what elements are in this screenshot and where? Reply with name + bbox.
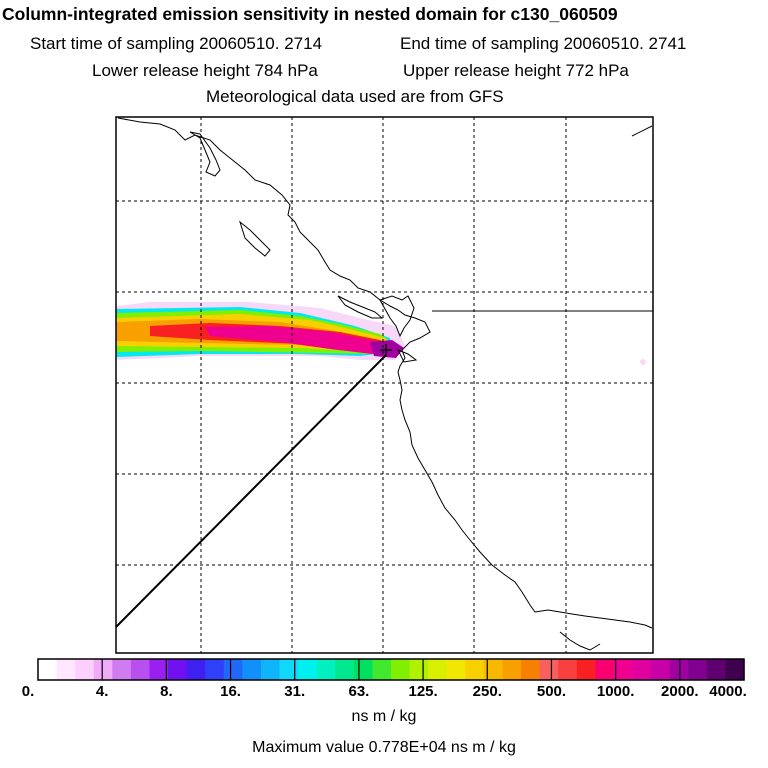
- max-value-text: Maximum value 0.778E+04 ns m / kg: [252, 739, 516, 756]
- colorbar-cell-14: [298, 659, 318, 680]
- colorbar-label-11: 4000.: [709, 683, 747, 700]
- colorbar-cell-9: [205, 659, 225, 680]
- lower-release-text: Lower release height 784 hPa: [92, 61, 318, 80]
- colorbar-label-7: 250.: [472, 683, 502, 700]
- colorbar-cell-32: [632, 659, 652, 680]
- colorbar-frame: [37, 658, 745, 681]
- colorbar-cell-4: [112, 659, 132, 680]
- colorbar-cell-15: [316, 659, 336, 680]
- upper-release-text: Upper release height 772 hPa: [403, 61, 629, 80]
- colorbar-cell-0: [38, 659, 58, 680]
- colorbar-cell-16: [335, 659, 355, 680]
- plume-magenta: [205, 326, 398, 354]
- colorbar-cell-12: [260, 659, 281, 680]
- colorbar-cell-6: [149, 659, 169, 680]
- colorbar-cell-28: [558, 659, 578, 680]
- colorbar-cell-29: [576, 659, 596, 680]
- colorbar-cell-35: [688, 659, 708, 680]
- colorbar-cell-20: [409, 659, 429, 680]
- colorbar-label-10: 2000.: [661, 683, 699, 700]
- colorbar-label-6: 125.: [408, 683, 438, 700]
- colorbar-cell-25: [502, 659, 522, 680]
- start-time-text: Start time of sampling 20060510. 2714: [30, 34, 323, 53]
- colorbar-cell-11: [242, 659, 262, 680]
- colorbar-unit: ns m / kg: [351, 708, 417, 725]
- colorbar-label-4: 31.: [284, 683, 306, 700]
- colorbar-cell-17: [353, 659, 374, 680]
- met-data-text: Meteorological data used are from GFS: [206, 87, 504, 106]
- coast-corner: [631, 125, 653, 137]
- colorbar-cell-3: [93, 659, 113, 680]
- inlet-detail: [559, 631, 601, 651]
- trajectory-line: [115, 354, 387, 628]
- colorbar-ticks: [101, 659, 681, 680]
- colorbar-label-3: 16.: [220, 683, 241, 700]
- release-point-marker: [380, 344, 392, 356]
- colorbar-cell-5: [130, 659, 151, 680]
- island-1: [189, 131, 221, 177]
- colorbar-cell-22: [446, 659, 466, 680]
- colorbar-label-1: 4.: [95, 683, 109, 700]
- chart-title: Column-integrated emission sensitivity i…: [2, 4, 618, 24]
- colorbar-cell-33: [651, 659, 671, 680]
- colorbar: [38, 659, 745, 680]
- map-frame: [115, 116, 654, 654]
- end-time-text: End time of sampling 20060510. 2741: [400, 34, 687, 53]
- plume-purple: [370, 340, 404, 358]
- plume-remnant: [640, 359, 646, 365]
- bay-detail: [396, 349, 418, 363]
- colorbar-cell-26: [521, 659, 541, 680]
- colorbar-cell-30: [595, 659, 615, 680]
- colorbar-cell-18: [372, 659, 392, 680]
- colorbar-cell-7: [168, 659, 188, 680]
- coastlines: [117, 117, 653, 651]
- sensitivity-plume: [116, 302, 646, 365]
- colorbar-cell-19: [391, 659, 411, 680]
- colorbar-cell-27: [539, 659, 559, 680]
- colorbar-cell-2: [75, 659, 95, 680]
- colorbar-cell-8: [186, 659, 206, 680]
- colorbar-cell-37: [725, 659, 745, 680]
- colorbar-cell-21: [428, 659, 448, 680]
- map-grid: [116, 117, 653, 653]
- colorbar-cell-31: [613, 659, 634, 680]
- colorbar-cell-36: [706, 659, 727, 680]
- colorbar-cell-24: [483, 659, 504, 680]
- colorbar-cell-23: [465, 659, 485, 680]
- colorbar-label-9: 1000.: [596, 683, 635, 700]
- colorbar-label-2: 8.: [160, 683, 173, 700]
- colorbar-cell-1: [56, 659, 76, 680]
- colorbar-cell-13: [279, 659, 299, 680]
- colorbar-label-5: 63.: [348, 683, 370, 700]
- coastline-main: [117, 117, 653, 629]
- colorbar-cell-10: [223, 659, 243, 680]
- island-3: [337, 295, 384, 319]
- colorbar-label-8: 500.: [536, 683, 567, 700]
- colorbar-label-0: 0.: [21, 683, 35, 700]
- sound-detail: [379, 295, 415, 338]
- island-2: [239, 220, 271, 257]
